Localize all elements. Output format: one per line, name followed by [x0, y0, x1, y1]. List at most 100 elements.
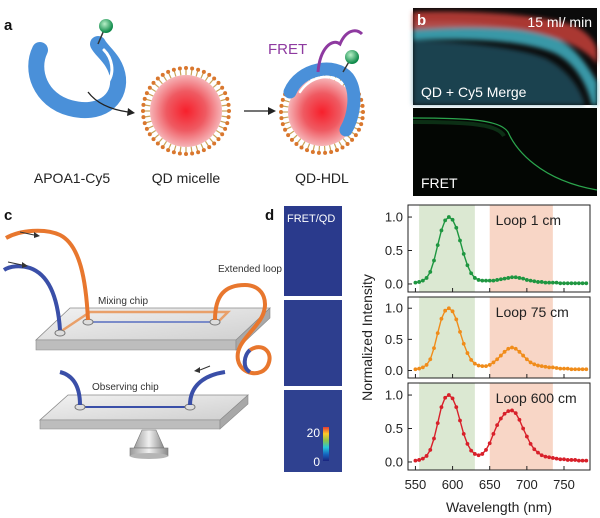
data-point — [547, 280, 552, 285]
data-point — [443, 218, 448, 223]
data-point — [558, 366, 563, 371]
data-point — [498, 416, 503, 421]
data-point — [446, 306, 451, 311]
data-point — [454, 405, 459, 409]
data-point — [569, 367, 574, 372]
data-point — [550, 365, 555, 370]
data-point — [502, 349, 507, 354]
x-tick-label: 650 — [479, 477, 501, 492]
data-point — [513, 275, 518, 280]
data-point — [513, 411, 518, 416]
merge-label: QD + Cy5 Merge — [421, 84, 527, 100]
x-axis-label: Wavelength (nm) — [446, 499, 552, 515]
data-point — [469, 358, 474, 362]
data-point — [484, 278, 488, 283]
data-point — [584, 367, 589, 372]
x-tick-label: 600 — [442, 477, 464, 492]
data-point — [584, 281, 589, 286]
plot-frame — [407, 296, 591, 379]
objective-lens-icon — [129, 429, 169, 459]
arrow-to-micelle-icon — [87, 91, 129, 113]
data-point — [506, 346, 511, 351]
data-point — [428, 270, 433, 274]
fret-arrow-icon — [316, 29, 364, 73]
data-point — [528, 278, 533, 283]
data-point — [450, 309, 455, 314]
data-point — [573, 367, 578, 372]
data-point — [543, 280, 548, 285]
data-point — [428, 448, 433, 452]
data-point — [476, 453, 481, 458]
data-point — [417, 280, 422, 284]
data-point — [424, 276, 429, 280]
x-tick-label: 550 — [405, 477, 427, 492]
data-point — [532, 279, 537, 284]
data-point — [420, 365, 425, 370]
y-tick-label: 1.0 — [385, 301, 403, 316]
data-point — [435, 331, 440, 336]
data-point — [576, 458, 581, 463]
data-point — [498, 277, 503, 282]
data-point — [536, 450, 540, 455]
flow-arrow-icon — [19, 231, 35, 236]
data-point — [450, 396, 455, 401]
apoa1-protein-icon — [28, 19, 127, 118]
flow-arrow-icon — [7, 261, 23, 266]
y-tick-label: 0.0 — [385, 276, 403, 291]
data-point — [580, 458, 585, 463]
panel-d: d FRET/QD 20 0 — [265, 206, 342, 472]
data-point — [502, 276, 507, 281]
label-qd-hdl: QD-HDL — [295, 170, 349, 186]
data-point — [576, 367, 581, 372]
y-tick-label: 1.0 — [385, 210, 403, 225]
data-point — [432, 436, 436, 441]
y-tick-label: 0.5 — [385, 332, 403, 347]
panel-letter-a: a — [4, 17, 13, 34]
data-point — [424, 363, 429, 367]
data-point — [465, 442, 470, 446]
data-point — [550, 456, 555, 460]
data-point — [487, 363, 492, 367]
data-point — [536, 280, 540, 284]
y-tick-label: 0.5 — [385, 421, 403, 436]
data-point — [547, 365, 552, 370]
data-point — [472, 276, 477, 280]
fret-qd-map-2 — [284, 300, 342, 386]
data-point — [580, 367, 585, 372]
inlet-tube-blue — [2, 264, 62, 331]
data-point — [510, 408, 514, 413]
x-tick-label: 750 — [553, 477, 575, 492]
data-point — [446, 393, 451, 397]
series-label-3: Loop 600 cm — [496, 390, 577, 406]
data-point — [413, 458, 418, 463]
label-observing-chip: Observing chip — [92, 382, 159, 393]
y-tick-label: 0.0 — [385, 363, 403, 378]
hdl-protein-wrap-icon — [283, 50, 361, 137]
data-point — [469, 271, 474, 276]
data-point — [539, 453, 544, 458]
plot-frame — [407, 204, 591, 293]
x-tick-label: 700 — [516, 477, 538, 492]
data-point — [565, 458, 570, 462]
data-point — [576, 281, 581, 286]
data-point — [469, 448, 474, 453]
data-point — [480, 364, 485, 369]
data-point — [521, 426, 526, 431]
data-point — [565, 366, 570, 371]
data-point — [528, 442, 533, 446]
plot-frame — [407, 382, 591, 471]
data-point — [554, 280, 559, 285]
fret-qd-map-3 — [284, 390, 342, 472]
inlet-tube-orange — [5, 228, 90, 321]
data-point — [480, 452, 485, 456]
label-fret: FRET — [268, 41, 307, 58]
panel-letter-c: c — [4, 207, 12, 224]
fret-image-label: FRET — [421, 175, 458, 191]
data-point — [513, 346, 518, 351]
panel-b: b 15 ml/ min QD + Cy5 Merge FRET — [412, 8, 598, 196]
data-point — [458, 329, 462, 334]
data-point — [524, 278, 529, 282]
data-point — [424, 454, 429, 458]
data-point — [565, 281, 570, 286]
